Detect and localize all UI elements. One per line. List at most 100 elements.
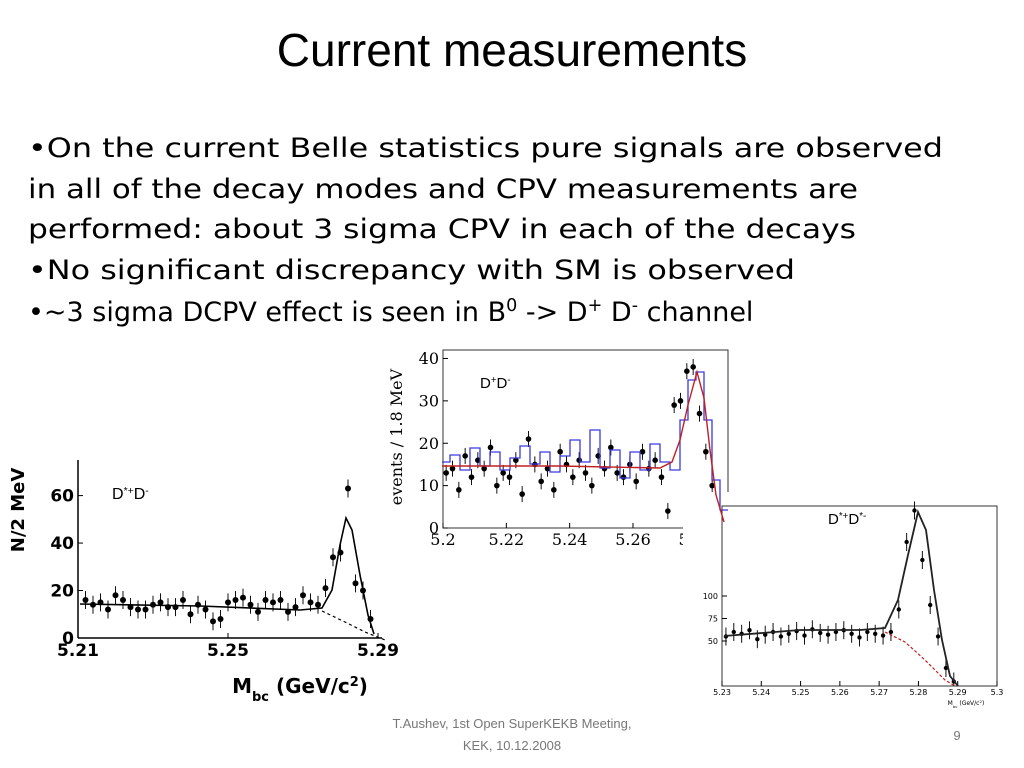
x-tick-label: 5.27 xyxy=(870,688,888,697)
y-tick-label: 40 xyxy=(419,349,439,368)
text-part: + xyxy=(491,375,497,386)
data-point xyxy=(195,601,201,608)
data-point xyxy=(285,608,291,615)
data-point xyxy=(696,410,703,417)
bullet-line: •No significant discrepancy with SM is o… xyxy=(28,255,795,286)
text-part: D xyxy=(497,375,508,392)
data-point xyxy=(462,453,468,459)
data-point xyxy=(677,398,684,404)
text-part: (GeV/c xyxy=(957,700,979,707)
data-point xyxy=(494,482,500,489)
slide-title: Current measurements xyxy=(277,24,747,76)
data-point xyxy=(322,585,329,592)
data-point xyxy=(778,634,784,639)
text-part: 2 xyxy=(350,675,359,690)
data-point xyxy=(217,616,224,623)
data-point xyxy=(330,554,336,561)
data-point xyxy=(665,508,671,514)
data-point xyxy=(690,364,696,370)
data-point xyxy=(825,632,831,637)
y-tick-label: 50 xyxy=(708,637,718,646)
y-tick-label: 10 xyxy=(419,476,439,495)
background-curve xyxy=(321,610,386,641)
fit-curve xyxy=(79,515,375,635)
text-part: -> D xyxy=(517,297,587,328)
data-point xyxy=(608,444,614,451)
data-point xyxy=(731,629,736,635)
data-point xyxy=(307,599,314,606)
text-part: + xyxy=(588,296,603,316)
data-point xyxy=(544,465,551,472)
data-point xyxy=(709,482,715,489)
x-axis-label: Mbc (GeV/c2) xyxy=(232,674,368,705)
data-point xyxy=(935,634,941,639)
data-point xyxy=(500,470,506,476)
y-tick-label: 60 xyxy=(50,487,74,507)
data-point xyxy=(849,631,854,636)
bullet-line: •On the current Belle statistics pure si… xyxy=(28,133,943,164)
data-point xyxy=(570,474,576,480)
x-tick-label: 5.24 xyxy=(552,530,588,549)
figure-background xyxy=(380,343,732,578)
bullet-line: •~3 sigma DCPV effect is seen in B0 -> D… xyxy=(28,296,753,328)
footer-text: T.Aushev, 1st Open SuperKEKB Meeting, xyxy=(393,716,632,731)
figure: 5.25.225.245.265.28010203040D+D-events /… xyxy=(380,343,732,578)
data-point xyxy=(896,607,901,612)
data-point xyxy=(300,592,306,599)
data-point xyxy=(225,599,231,606)
data-point xyxy=(519,491,525,497)
x-tick-label: 5.24 xyxy=(752,688,770,697)
data-point xyxy=(633,478,639,485)
x-tick-label: 5.25 xyxy=(207,641,249,661)
bullet-line: performed: about 3 sigma CPV in each of … xyxy=(28,214,856,245)
data-point xyxy=(904,539,909,545)
data-point xyxy=(240,594,246,601)
text-part: D xyxy=(134,486,146,503)
y-tick-label: 30 xyxy=(419,391,439,410)
data-point xyxy=(315,601,321,608)
text-part: ) xyxy=(359,674,368,698)
data-point xyxy=(345,485,351,492)
x-tick-label: 5.2 xyxy=(430,530,455,549)
data-point xyxy=(671,402,677,408)
data-point xyxy=(538,478,544,485)
y-tick-label: 100 xyxy=(703,592,718,601)
x-tick-label: 5.28 xyxy=(910,688,928,697)
text-part: - xyxy=(145,486,148,497)
data-point xyxy=(481,465,487,472)
data-point xyxy=(135,606,141,613)
text-part: - xyxy=(507,375,510,386)
data-point xyxy=(589,482,595,489)
data-point xyxy=(255,608,261,615)
text-part: •~3 sigma DCPV effect is seen in B xyxy=(28,297,506,328)
data-point xyxy=(582,470,589,476)
data-point xyxy=(928,602,933,608)
data-point xyxy=(210,618,216,625)
text-part: M xyxy=(232,674,252,698)
x-tick-label: 5.21 xyxy=(57,641,99,661)
data-point xyxy=(525,436,532,442)
page-number: 9 xyxy=(953,728,960,743)
plot-label: D*+D- xyxy=(112,486,149,504)
data-point xyxy=(658,474,665,480)
data-point xyxy=(262,597,269,604)
data-point xyxy=(684,368,690,374)
text-part: D xyxy=(602,297,631,328)
figure: 5.23 5.24 5.25 5.26 5.27 5.28 5.29 5.35075100D*… xyxy=(683,492,1003,710)
plot-label: D*+D*- xyxy=(828,511,866,529)
data-point xyxy=(639,448,646,455)
x-tick-label: 5.3 xyxy=(991,688,1004,697)
data-point xyxy=(652,457,658,463)
data-point xyxy=(475,457,481,463)
fit-curve xyxy=(442,369,725,523)
data-point xyxy=(880,633,886,638)
text-part: bc xyxy=(953,704,958,709)
data-point xyxy=(247,601,254,608)
y-axis-label: N/2 MeV xyxy=(8,468,29,553)
fit-curves xyxy=(79,369,959,687)
data-point xyxy=(487,444,494,451)
text-part: ) xyxy=(982,700,984,707)
data-point xyxy=(82,597,89,604)
histogram xyxy=(442,371,728,511)
